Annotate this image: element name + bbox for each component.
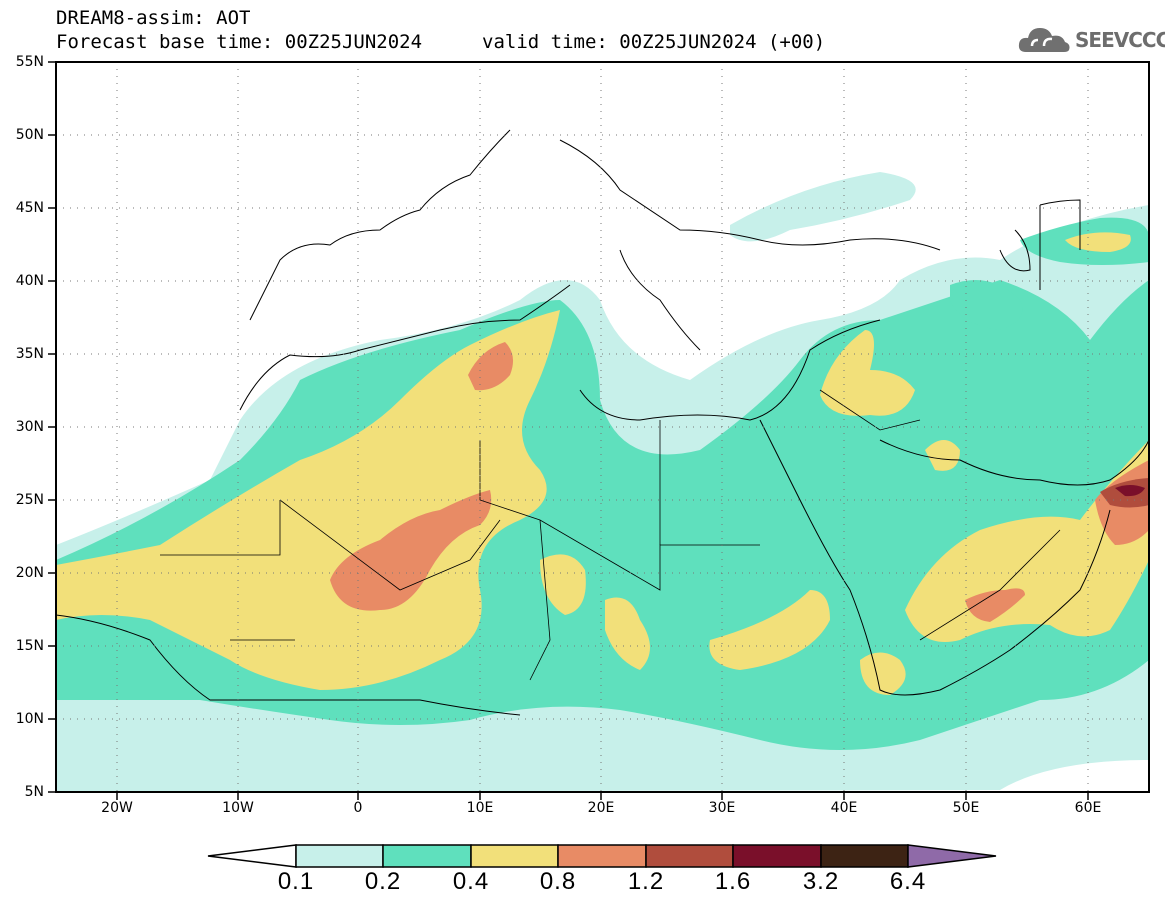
cloud-icon <box>1018 28 1070 52</box>
colorbar-label: 0.1 <box>277 868 315 895</box>
aot-level-0.4-iraq <box>820 330 915 416</box>
lon-label: 20E <box>587 800 615 816</box>
lat-label: 10N <box>15 711 44 727</box>
colorbar <box>207 844 997 868</box>
aot-level-0.4-caspian <box>1065 232 1131 252</box>
lon-label: 40E <box>830 800 858 816</box>
lat-label: 50N <box>15 127 44 143</box>
aot-level-0.8-sahara <box>330 490 492 611</box>
colorbar-label: 0.2 <box>364 868 402 895</box>
lon-label: 10W <box>222 800 254 816</box>
lon-label: 30E <box>708 800 736 816</box>
lon-label: 60E <box>1074 800 1102 816</box>
lon-label: 20W <box>101 800 133 816</box>
lon-label: 50E <box>952 800 980 816</box>
colorbar-label: 1.2 <box>627 868 665 895</box>
lon-label: 10E <box>466 800 494 816</box>
tick-marks <box>48 61 1089 800</box>
colorbar-label: 0.4 <box>452 868 490 895</box>
coastlines <box>56 129 1149 716</box>
colorbar-swatch-5 <box>645 844 734 868</box>
forecast-base-time: Forecast base time: 00Z25JUN2024 <box>56 31 423 53</box>
lat-label: 15N <box>15 638 44 654</box>
lat-label: 20N <box>15 565 44 581</box>
colorbar-label: 1.6 <box>714 868 752 895</box>
colorbar-swatch-2 <box>382 844 472 868</box>
colorbar-swatch-6 <box>732 844 822 868</box>
lat-label: 45N <box>15 200 44 216</box>
colorbar-swatch-7 <box>820 844 909 868</box>
aot-level-0.4-sudan <box>709 590 830 670</box>
colorbar-label: 3.2 <box>802 868 840 895</box>
lat-label: 55N <box>15 54 44 70</box>
aot-level-0.4-arabia <box>905 440 1149 642</box>
lat-label: 5N <box>24 784 44 800</box>
aot-level-0.4-chad <box>605 597 650 670</box>
lat-label: 40N <box>15 273 44 289</box>
aot-level-0.2-caspian <box>950 280 1023 330</box>
colorbar-label: 6.4 <box>889 868 927 895</box>
aot-level-0.8-tunisia <box>468 342 514 391</box>
aot-level-0.4-central <box>540 554 586 615</box>
aot-level-0.8-oman <box>965 588 1025 622</box>
lat-label: 25N <box>15 492 44 508</box>
colorbar-label: 0.8 <box>539 868 577 895</box>
lat-label: 35N <box>15 346 44 362</box>
logo-text: SEEVCCC <box>1075 28 1165 52</box>
aot-level-1.6 <box>1115 485 1145 497</box>
colorbar-swatch-4 <box>557 844 647 868</box>
valid-time: valid time: 00Z25JUN2024 (+00) <box>482 31 826 53</box>
lon-label: 0 <box>353 800 363 816</box>
seevccc-logo: SEEVCCC <box>1018 22 1165 58</box>
chart-title: DREAM8-assim: AOT <box>56 7 251 29</box>
aot-level-0.4-redsea <box>860 652 906 695</box>
lat-label: 30N <box>15 419 44 435</box>
colorbar-left-arrow <box>207 844 297 868</box>
aot-field <box>56 172 1149 792</box>
colorbar-right-arrow <box>907 844 997 868</box>
colorbar-swatch-1 <box>295 844 384 868</box>
graticule <box>56 62 1149 792</box>
aot-level-0.4-gulf <box>925 440 960 471</box>
aot-level-0.1-north <box>730 172 916 242</box>
colorbar-swatch-3 <box>470 844 559 868</box>
